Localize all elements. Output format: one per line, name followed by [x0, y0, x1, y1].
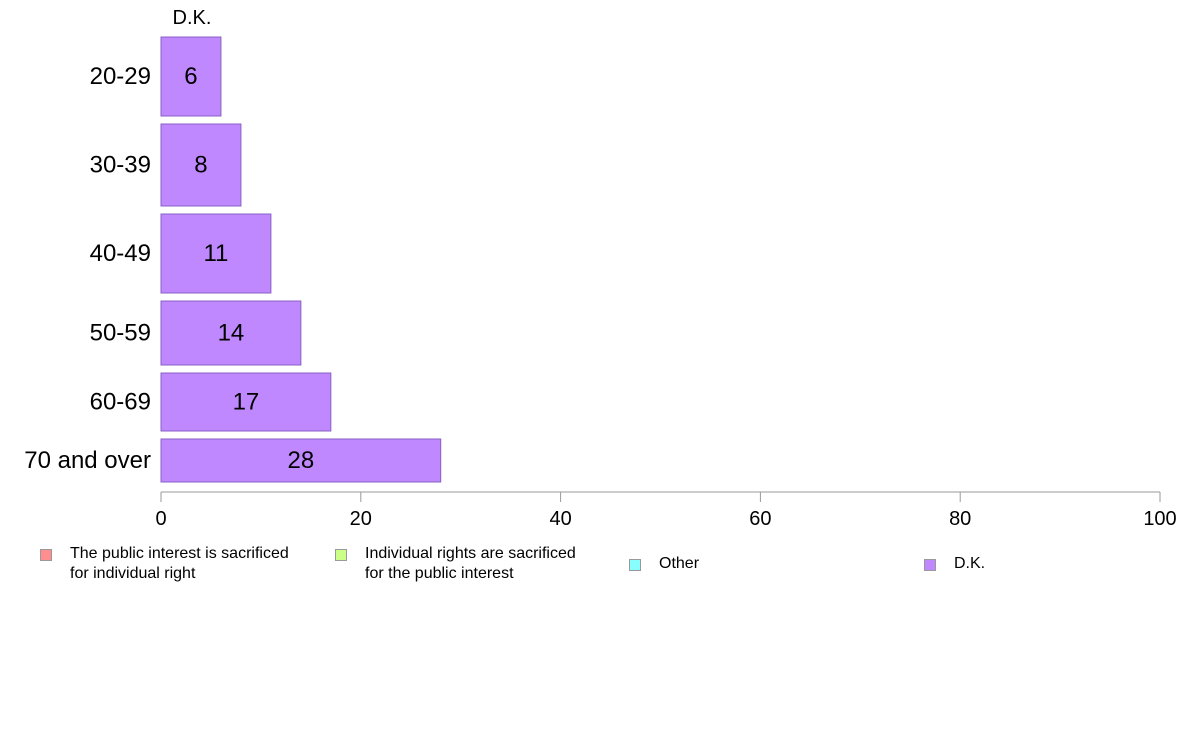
bar-value-label: 14: [218, 320, 245, 347]
legend-swatch-individual-rights: [335, 549, 347, 561]
legend-label-dk: D.K.: [954, 555, 986, 572]
category-label: 50-59: [90, 320, 151, 347]
legend-label-individual-rights: Individual rights are sacrificed for the…: [365, 545, 576, 582]
category-labels: 20-29 30-39 40-49 50-59 60-69 70 and over: [24, 63, 151, 474]
bar-70-and-over: [160, 438, 442, 483]
bar-60-69: [160, 372, 332, 432]
legend-swatch-dk: [924, 559, 936, 571]
legend-label-other: Other: [659, 555, 700, 572]
bar-value-label: 28: [288, 447, 315, 474]
bar-value-label: 11: [203, 240, 228, 267]
bars-group: 6 8 11 14 17 28: [160, 36, 442, 483]
legend-label-public-interest: The public interest is sacrificed for in…: [70, 545, 289, 582]
panel-title: D.K.: [173, 7, 212, 29]
bar-40-49: [160, 213, 272, 294]
legend-item-other: Other: [629, 554, 699, 574]
x-tick-label: 100: [1143, 508, 1176, 530]
bar-20-29: [160, 36, 222, 117]
x-tick-label: 80: [949, 508, 971, 530]
legend-item-public-interest: The public interest is sacrificed for in…: [40, 544, 289, 584]
legend-item-individual-rights: Individual rights are sacrificed for the…: [335, 544, 576, 584]
x-tick-label: 0: [155, 508, 166, 530]
category-label: 20-29: [90, 63, 151, 90]
x-tick-label: 40: [549, 508, 571, 530]
category-label: 70 and over: [24, 447, 151, 474]
bar-value-label: 6: [184, 63, 197, 90]
category-label: 40-49: [90, 240, 151, 267]
bar-chart: D.K. 6 8 11 14 17 28 20-29 30-39 40-49 50-59 60-6…: [24, 7, 1177, 530]
bar-value-label: 8: [194, 152, 207, 179]
legend-swatch-other: [629, 559, 641, 571]
legend-item-dk: D.K.: [924, 554, 985, 574]
category-label: 30-39: [90, 152, 151, 179]
category-label: 60-69: [90, 389, 151, 416]
bar-30-39: [160, 123, 242, 207]
x-tick-label: 20: [350, 508, 372, 530]
x-axis: 0 20 40 60 80 100: [155, 491, 1177, 530]
bar-50-59: [160, 300, 302, 366]
bar-value-label: 17: [233, 389, 260, 416]
legend-swatch-public-interest: [40, 549, 52, 561]
legend: The public interest is sacrificed for in…: [0, 540, 1188, 600]
x-tick-label: 60: [749, 508, 771, 530]
